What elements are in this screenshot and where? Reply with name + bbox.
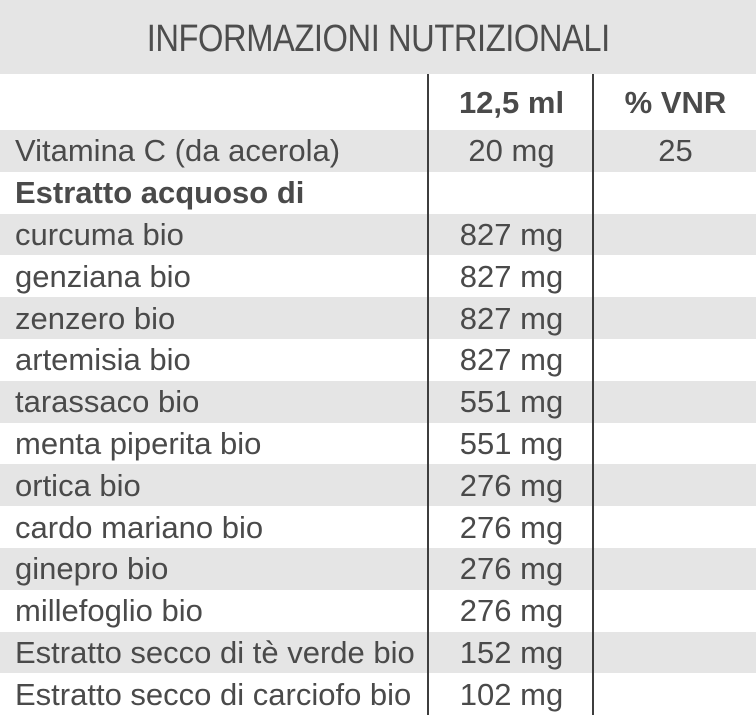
table-row: millefoglio bio 276 mg <box>0 590 756 632</box>
row-name: ortica bio <box>15 467 141 503</box>
row-quantity: 276 mg <box>459 593 564 629</box>
table-title: INFORMAZIONI NUTRIZIONALI <box>146 17 610 60</box>
row-name: genziana bio <box>15 258 191 294</box>
row-name: Estratto acquoso di <box>15 175 305 211</box>
table-row: Estratto secco di carciofo bio 102 mg <box>0 673 756 715</box>
row-quantity: 276 mg <box>459 551 564 587</box>
table-row: menta piperita bio 551 mg <box>0 423 756 465</box>
table-row: ginepro bio 276 mg <box>0 547 756 590</box>
table-row: tarassaco bio 551 mg <box>0 380 756 423</box>
row-quantity: 551 mg <box>459 425 564 461</box>
table-row: cardo mariano bio 276 mg <box>0 506 756 548</box>
table-row: Estratto acquoso di <box>0 172 756 214</box>
header-quantity: 12,5 ml <box>458 84 565 120</box>
table-row: curcuma bio 827 mg <box>0 213 756 256</box>
row-name: cardo mariano bio <box>15 509 264 545</box>
header-vnr: % VNR <box>624 84 727 120</box>
row-name: ginepro bio <box>15 551 169 587</box>
row-quantity: 276 mg <box>459 467 564 503</box>
row-quantity: 152 mg <box>459 634 564 670</box>
row-quantity: 551 mg <box>459 384 564 420</box>
column-divider <box>592 74 594 715</box>
row-quantity: 20 mg <box>468 133 555 169</box>
row-name: Estratto secco di tè verde bio <box>15 634 415 670</box>
row-quantity: 827 mg <box>459 342 564 378</box>
table-row: ortica bio 276 mg <box>0 464 756 507</box>
table-row: genziana bio 827 mg <box>0 255 756 297</box>
row-name: artemisia bio <box>15 342 191 378</box>
table-title-bar: INFORMAZIONI NUTRIZIONALI <box>0 0 756 74</box>
row-name: curcuma bio <box>15 216 184 252</box>
table-row: artemisia bio 827 mg <box>0 339 756 381</box>
row-quantity: 827 mg <box>459 258 564 294</box>
nutrition-table: 12,5 ml % VNR Vitamina C (da acerola) 20… <box>0 74 756 715</box>
row-quantity: 102 mg <box>459 676 564 712</box>
row-quantity: 276 mg <box>459 509 564 545</box>
row-name: Estratto secco di carciofo bio <box>15 676 412 712</box>
table-row: Vitamina C (da acerola) 20 mg 25 <box>0 130 756 172</box>
table-header-row: 12,5 ml % VNR <box>0 74 756 130</box>
row-quantity: 827 mg <box>459 216 564 252</box>
row-name: Vitamina C (da acerola) <box>15 133 341 169</box>
row-name: menta piperita bio <box>15 425 262 461</box>
row-quantity: 827 mg <box>459 300 564 336</box>
column-divider <box>427 74 429 715</box>
table-row: zenzero bio 827 mg <box>0 297 756 339</box>
row-name: millefoglio bio <box>15 593 203 629</box>
table-row: Estratto secco di tè verde bio 152 mg <box>0 631 756 674</box>
row-vnr: 25 <box>658 133 693 169</box>
row-name: zenzero bio <box>15 300 176 336</box>
row-name: tarassaco bio <box>15 384 200 420</box>
